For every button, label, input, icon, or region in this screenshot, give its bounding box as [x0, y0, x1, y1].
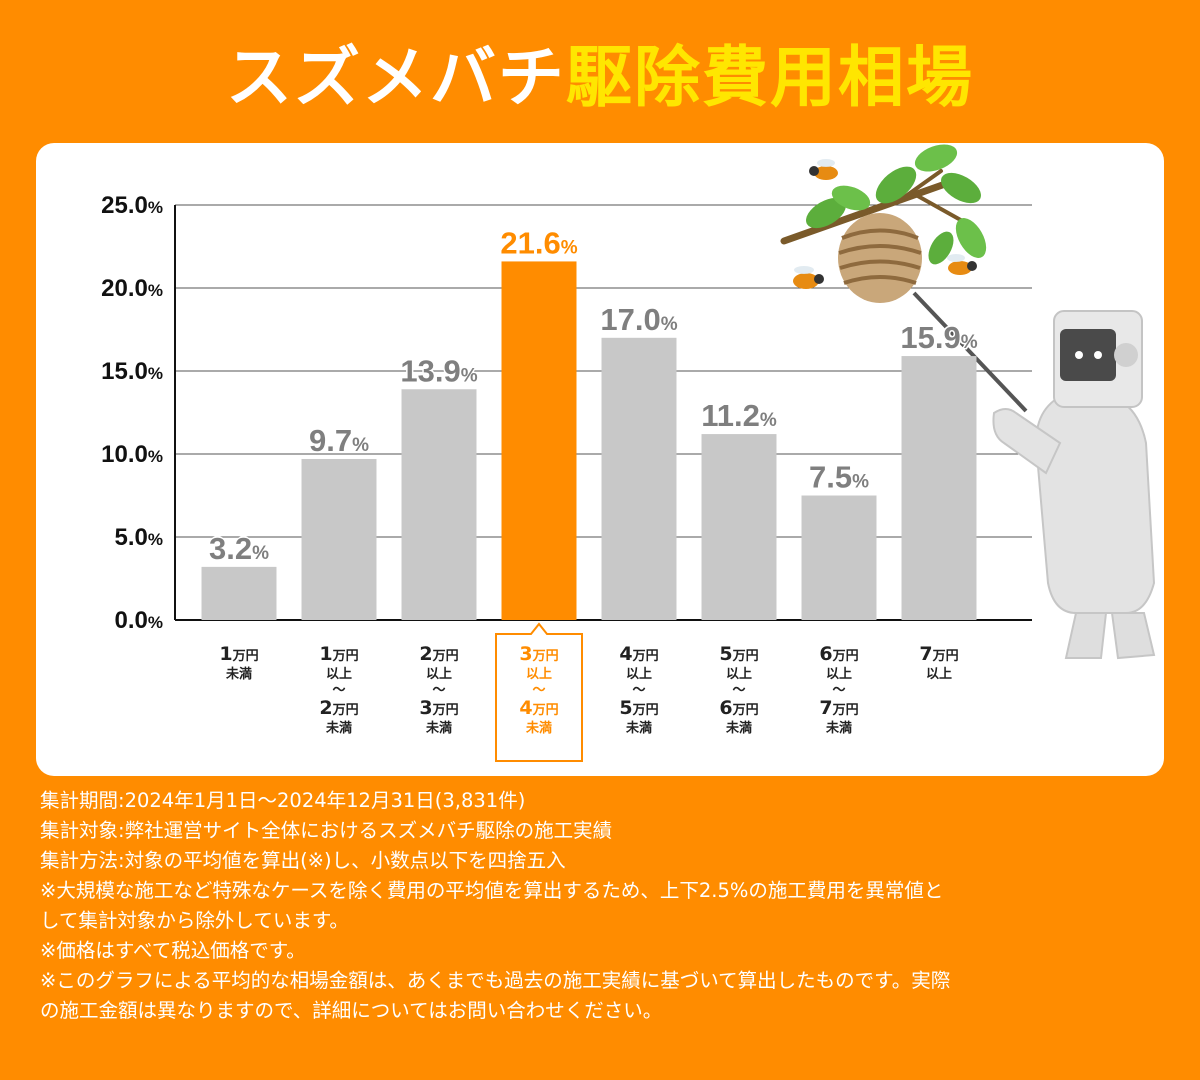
- chart-panel: 0.0% 5.0% 10.0% 15.0% 20.0% 25.0%: [36, 143, 1164, 776]
- y-tick-number: 5.0: [115, 524, 148, 551]
- hornet-nest-illustration: [838, 213, 922, 303]
- note-line: 集計方法:対象の平均値を算出(※)し、小数点以下を四捨五入: [40, 849, 566, 872]
- y-tick-suffix: %: [148, 198, 163, 217]
- y-tick-label: 15.0%: [101, 358, 163, 385]
- y-tick-label: 25.0%: [101, 192, 163, 219]
- y-tick-number: 0.0: [115, 607, 148, 634]
- bar: [601, 337, 677, 620]
- y-tick-label: 5.0%: [115, 524, 164, 551]
- notes: 集計期間:2024年1月1日〜2024年12月31日(3,831件) 集計対象:…: [40, 786, 1170, 1026]
- note-line: ※大規模な施工など特殊なケースを除く費用の平均値を算出するため、上下2.5%の施…: [40, 879, 944, 902]
- note-line: 集計期間:2024年1月1日〜2024年12月31日(3,831件): [40, 789, 526, 812]
- y-tick-suffix: %: [148, 281, 163, 300]
- worker-in-protective-suit-illustration: [992, 310, 1156, 660]
- note-line: ※価格はすべて税込価格です。: [40, 939, 306, 962]
- bar: [501, 261, 577, 620]
- bar: [301, 458, 377, 620]
- x-tick-label: 2万円 以上〜 3万円 未満: [419, 643, 459, 736]
- y-tick-number: 10.0: [101, 441, 148, 468]
- bar: [701, 434, 777, 620]
- y-tick-suffix: %: [148, 613, 163, 632]
- x-tick-label: 7万円 以上: [919, 643, 959, 682]
- hornet-nest-exterminator-illustration: [780, 144, 1156, 660]
- x-tick-label: 3万円 以上〜 4万円 未満: [519, 643, 559, 736]
- bar-value-label: 7.5%: [809, 460, 869, 495]
- title-part-1: スズメバチ: [226, 39, 566, 116]
- x-tick-label: 6万円 以上〜 7万円 未満: [819, 643, 859, 736]
- hornet-icon: [793, 266, 824, 289]
- x-tick-label: 1万円 以上〜 2万円 未満: [319, 643, 359, 736]
- bar-value-label: 9.7%: [309, 423, 369, 458]
- spray-pole: [912, 291, 1028, 413]
- bar: [401, 389, 477, 620]
- bar-value-label: 11.2%: [701, 398, 777, 433]
- hornet-icon: [809, 159, 838, 180]
- note-line: して集計対象から除外しています。: [40, 909, 349, 932]
- y-tick-suffix: %: [148, 364, 163, 383]
- bar-value-label: 17.0%: [600, 302, 677, 337]
- y-tick-label: 0.0%: [115, 607, 164, 634]
- bar: [201, 566, 277, 620]
- title-part-2: 駆除費用相場: [566, 39, 974, 116]
- page-title: スズメバチ駆除費用相場: [0, 28, 1200, 128]
- highlight-frame: [495, 622, 583, 762]
- branch-illustration: [780, 144, 987, 265]
- x-tick-label: 5万円 以上〜 6万円 未満: [719, 643, 759, 736]
- y-tick-label: 20.0%: [101, 275, 163, 302]
- bar: [901, 356, 977, 620]
- note-line: ※このグラフによる平均的な相場金額は、あくまでも過去の施工実績に基づいて算出した…: [40, 969, 951, 992]
- note-line: の施工金額は異なりますので、詳細についてはお問い合わせください。: [40, 999, 663, 1022]
- bar-value-label: 13.9%: [400, 353, 477, 388]
- x-tick-label: 4万円 以上〜 5万円 未満: [619, 643, 659, 736]
- y-tick-label: 10.0%: [101, 441, 163, 468]
- bar-value-label: 15.9%: [900, 320, 977, 355]
- bar: [801, 495, 877, 620]
- y-tick-number: 15.0: [101, 358, 148, 385]
- bar-value-label: 21.6%: [500, 225, 577, 260]
- x-tick-label: 1万円 未満: [219, 643, 259, 682]
- y-tick-number: 20.0: [101, 275, 148, 302]
- y-tick-number: 25.0: [101, 192, 148, 219]
- bar-value-label: 3.2%: [209, 531, 269, 566]
- hornet-icon: [947, 254, 977, 275]
- y-tick-suffix: %: [148, 530, 163, 549]
- note-line: 集計対象:弊社運営サイト全体におけるスズメバチ駆除の施工実績: [40, 819, 613, 842]
- y-tick-suffix: %: [148, 447, 163, 466]
- bar-chart: 0.0%5.0%10.0%15.0%20.0%25.0%: [101, 144, 1156, 762]
